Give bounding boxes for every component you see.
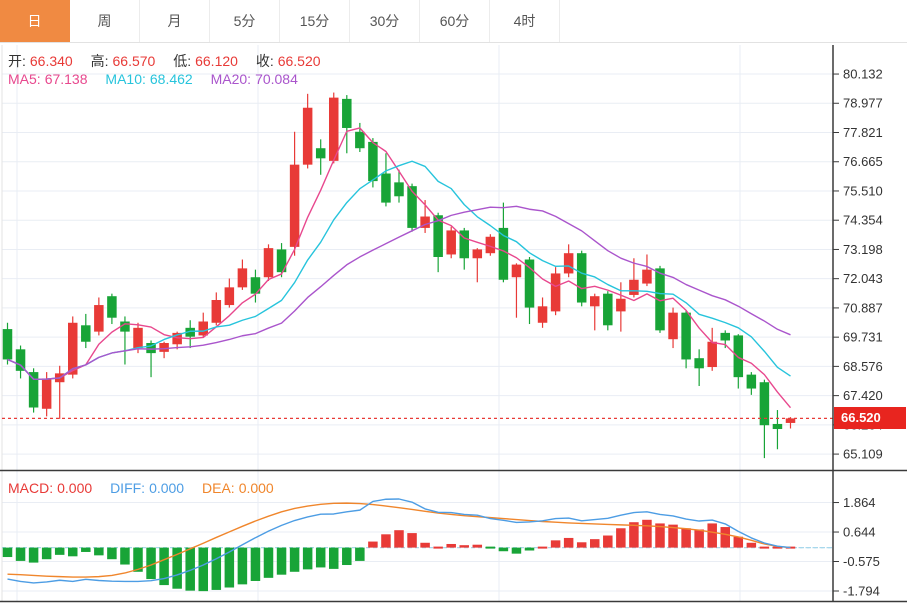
close-label: 收: bbox=[255, 53, 274, 69]
tab-month[interactable]: 月 bbox=[140, 0, 210, 42]
diff-label: DIFF: bbox=[110, 480, 146, 496]
high-label: 高: bbox=[90, 53, 109, 69]
macd-label: MACD: bbox=[8, 480, 54, 496]
high-value: 66.570 bbox=[112, 53, 156, 69]
svg-text:74.354: 74.354 bbox=[843, 213, 883, 228]
dea-value: 0.000 bbox=[238, 480, 274, 496]
tab-4hour[interactable]: 4时 bbox=[490, 0, 560, 42]
axes: 80.132 78.977 77.821 76.665 75.510 74.354 73.1… bbox=[0, 45, 907, 603]
close-value: 66.520 bbox=[277, 53, 321, 69]
grid-lines bbox=[1, 45, 833, 601]
svg-text:78.977: 78.977 bbox=[843, 96, 883, 111]
ma-lines bbox=[7, 127, 792, 409]
tab-60min[interactable]: 60分 bbox=[420, 0, 490, 42]
svg-text:73.198: 73.198 bbox=[843, 242, 883, 257]
current-price-tag: 66.520 bbox=[834, 407, 906, 429]
tab-week[interactable]: 周 bbox=[70, 0, 140, 42]
open-value: 66.340 bbox=[29, 53, 73, 69]
candles bbox=[2, 92, 796, 459]
tab-day[interactable]: 日 bbox=[0, 0, 70, 42]
period-tab-bar: 日 周 月 5分 15分 30分 60分 4时 bbox=[0, 0, 907, 43]
ma10-label: MA10: bbox=[105, 71, 146, 87]
macd-legend: MACD: 0.000 DIFF: 0.000 DEA: 0.000 bbox=[8, 480, 278, 496]
low-label: 低: bbox=[173, 53, 192, 69]
svg-text:80.132: 80.132 bbox=[843, 66, 883, 81]
macd-value: 0.000 bbox=[57, 480, 93, 496]
dea-label: DEA: bbox=[202, 480, 235, 496]
svg-text:0.644: 0.644 bbox=[843, 524, 876, 539]
macd-histogram bbox=[2, 519, 796, 592]
svg-text:76.665: 76.665 bbox=[843, 154, 883, 169]
svg-text:77.821: 77.821 bbox=[843, 125, 883, 140]
ma5-value: 67.138 bbox=[44, 71, 88, 87]
svg-text:-1.794: -1.794 bbox=[843, 583, 880, 598]
svg-text:75.510: 75.510 bbox=[843, 183, 883, 198]
ohlc-legend: 开: 66.340 高: 66.570 低: 66.120 收: 66.520 bbox=[8, 51, 325, 71]
tab-5min[interactable]: 5分 bbox=[210, 0, 280, 42]
svg-text:68.576: 68.576 bbox=[843, 359, 883, 374]
svg-text:70.887: 70.887 bbox=[843, 300, 883, 315]
diff-value: 0.000 bbox=[149, 480, 185, 496]
svg-text:72.043: 72.043 bbox=[843, 271, 883, 286]
low-value: 66.120 bbox=[195, 53, 238, 69]
macd-lines bbox=[7, 498, 833, 584]
ma10-value: 68.462 bbox=[149, 71, 193, 87]
svg-text:-0.575: -0.575 bbox=[843, 554, 880, 569]
ma20-value: 70.084 bbox=[255, 71, 298, 87]
open-label: 开: bbox=[8, 53, 26, 69]
ma5-label: MA5: bbox=[8, 71, 41, 87]
svg-text:67.420: 67.420 bbox=[843, 388, 883, 403]
ma-legend: MA5: 67.138 MA10: 68.462 MA20: 70.084 bbox=[8, 71, 302, 87]
svg-text:1.864: 1.864 bbox=[843, 495, 876, 510]
svg-text:69.731: 69.731 bbox=[843, 330, 883, 345]
ma20-label: MA20: bbox=[210, 71, 252, 87]
tab-30min[interactable]: 30分 bbox=[350, 0, 420, 42]
svg-text:65.109: 65.109 bbox=[843, 447, 883, 462]
tab-15min[interactable]: 15分 bbox=[280, 0, 350, 42]
